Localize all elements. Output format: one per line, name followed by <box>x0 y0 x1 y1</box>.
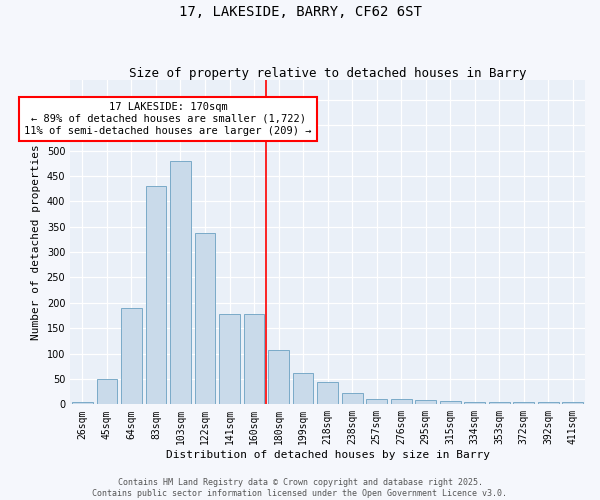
Bar <box>293 373 313 404</box>
Bar <box>440 401 461 404</box>
Text: Contains HM Land Registry data © Crown copyright and database right 2025.
Contai: Contains HM Land Registry data © Crown c… <box>92 478 508 498</box>
Bar <box>194 234 215 404</box>
Bar <box>97 379 118 404</box>
Text: 17 LAKESIDE: 170sqm
← 89% of detached houses are smaller (1,722)
11% of semi-det: 17 LAKESIDE: 170sqm ← 89% of detached ho… <box>25 102 312 136</box>
Bar <box>72 402 93 404</box>
Bar <box>268 350 289 405</box>
Bar <box>464 402 485 404</box>
Bar <box>219 314 240 404</box>
Bar <box>244 314 265 404</box>
Bar <box>415 400 436 404</box>
Bar <box>562 402 583 404</box>
Bar <box>341 392 362 404</box>
Bar <box>538 402 559 404</box>
X-axis label: Distribution of detached houses by size in Barry: Distribution of detached houses by size … <box>166 450 490 460</box>
Bar <box>121 308 142 404</box>
Bar <box>391 399 412 404</box>
Title: Size of property relative to detached houses in Barry: Size of property relative to detached ho… <box>129 66 526 80</box>
Text: 17, LAKESIDE, BARRY, CF62 6ST: 17, LAKESIDE, BARRY, CF62 6ST <box>179 5 421 19</box>
Bar <box>489 402 509 404</box>
Bar <box>366 399 387 404</box>
Y-axis label: Number of detached properties: Number of detached properties <box>31 144 41 340</box>
Bar <box>317 382 338 404</box>
Bar <box>146 186 166 404</box>
Bar <box>513 402 534 404</box>
Bar <box>170 160 191 404</box>
